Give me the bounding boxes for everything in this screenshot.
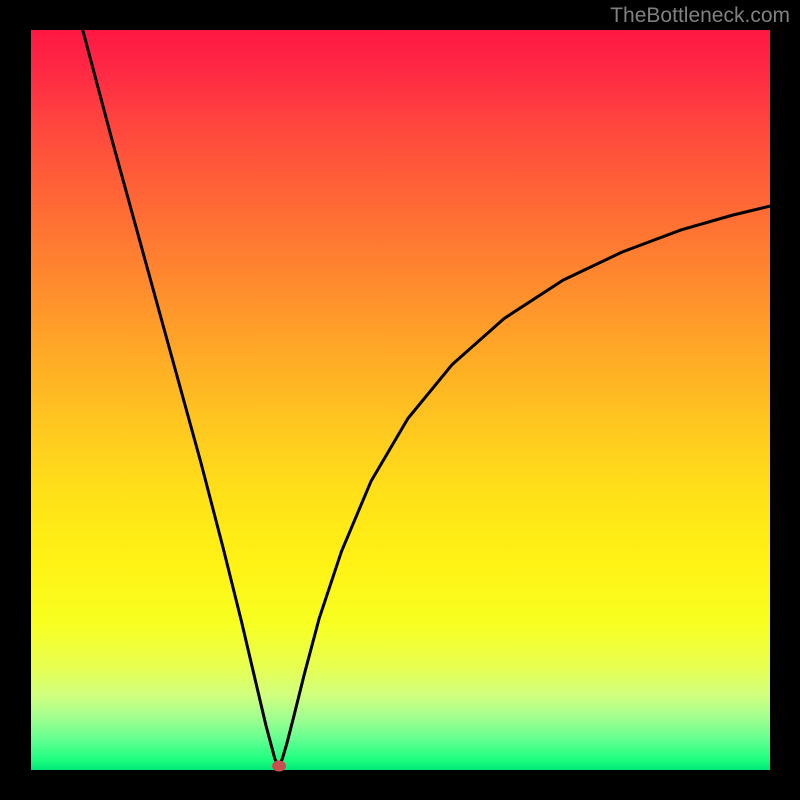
chart-minimum-marker xyxy=(272,761,286,772)
watermark-text: TheBottleneck.com xyxy=(610,4,790,28)
chart-plot-area xyxy=(31,30,770,770)
chart-curve-svg xyxy=(31,30,770,770)
